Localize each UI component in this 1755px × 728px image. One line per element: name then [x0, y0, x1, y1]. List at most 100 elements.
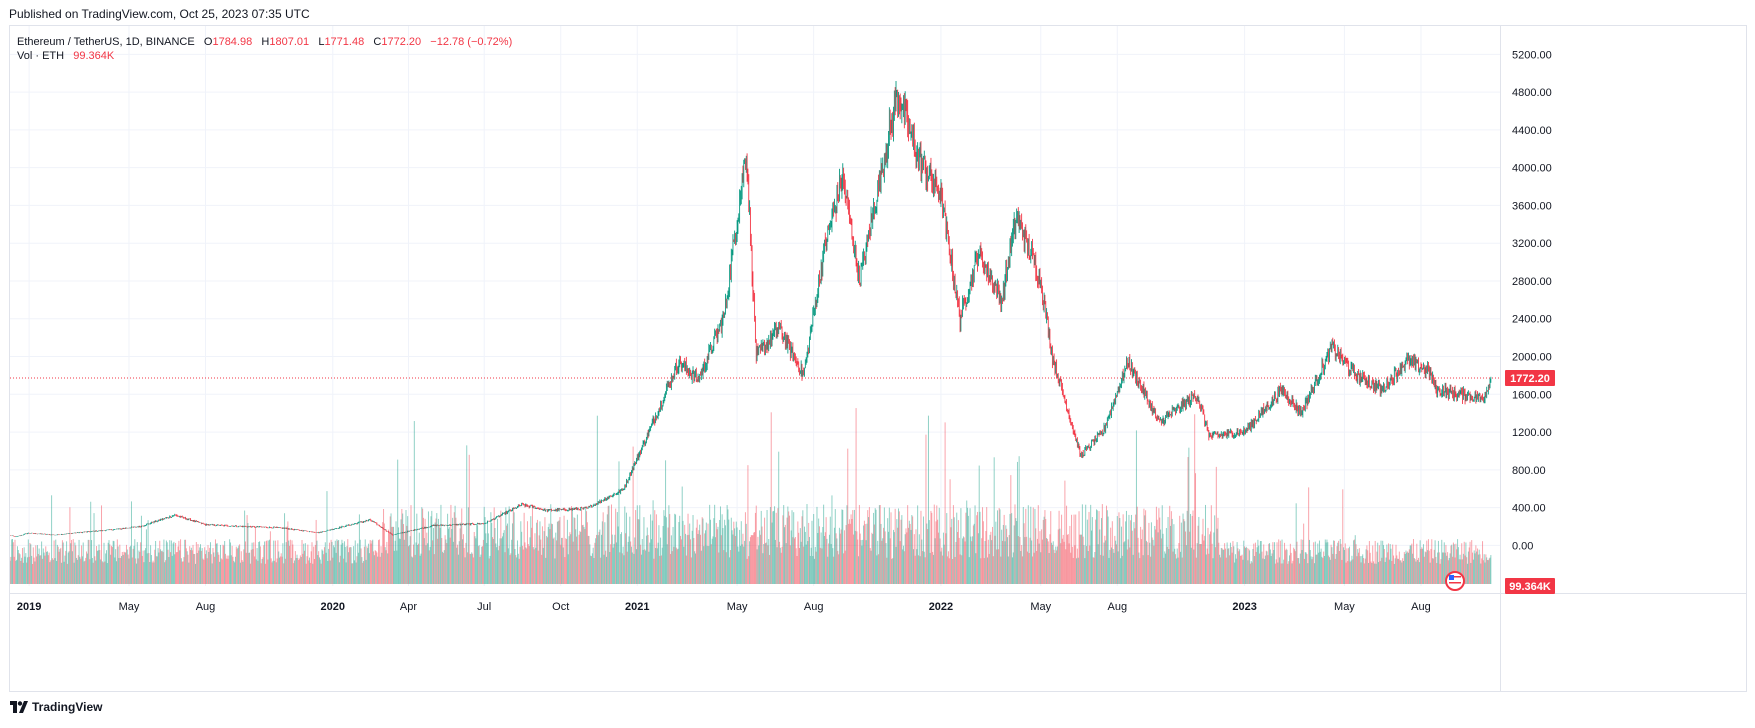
volume-bar	[808, 522, 810, 584]
volume-bar	[1310, 556, 1312, 584]
volume-bar	[1266, 551, 1268, 584]
volume-bar	[301, 539, 303, 584]
volume-bar	[1190, 513, 1192, 584]
volume-bar	[1134, 528, 1136, 584]
volume-bar	[902, 549, 904, 584]
volume-bar	[692, 515, 694, 584]
volume-bar	[1394, 558, 1396, 584]
volume-bar	[1036, 538, 1038, 584]
volume-bar	[723, 550, 725, 584]
volume-bar	[1180, 522, 1182, 584]
tradingview-logo[interactable]: TradingView	[10, 700, 102, 714]
volume-bar	[1418, 562, 1420, 584]
volume-bar	[690, 539, 692, 584]
volume-bar	[462, 534, 464, 584]
volume-bar	[652, 500, 654, 584]
volume-bar	[93, 513, 95, 584]
volume-bar	[1335, 554, 1337, 584]
volume-bar	[616, 512, 618, 584]
volume-bar	[1465, 542, 1467, 584]
volume-bar	[630, 541, 632, 584]
volume-bar	[192, 544, 194, 584]
volume-bar	[884, 531, 886, 584]
volume-bar	[682, 520, 684, 584]
volume-bar	[438, 525, 440, 584]
volume-bar	[1153, 545, 1155, 584]
volume-bar	[606, 514, 608, 584]
volume-bar	[250, 549, 252, 584]
volume-bar	[1263, 544, 1265, 584]
change-value: −12.78 (−0.72%)	[430, 36, 513, 48]
volume-bar	[1219, 554, 1221, 584]
volume-bar	[112, 540, 114, 584]
volume-bar	[1298, 558, 1300, 584]
volume-bar	[1456, 549, 1458, 584]
volume-bar	[896, 519, 898, 584]
volume-bar	[1223, 549, 1225, 584]
volume-bar	[335, 552, 337, 584]
volume-bar	[708, 546, 710, 584]
volume-bar	[1206, 548, 1208, 584]
volume-bar	[948, 558, 950, 584]
volume-bar	[317, 555, 319, 584]
volume-label[interactable]: Vol · ETH	[17, 50, 65, 62]
time-axis[interactable]: 2019 May Aug 2020 Apr Jul Oct 2021 May Aug 2022 May…	[17, 601, 1431, 613]
volume-bar	[1271, 553, 1273, 584]
volume-bar	[945, 533, 947, 584]
volume-bar	[1323, 556, 1325, 584]
volume-bar	[598, 531, 600, 584]
volume-bar	[449, 537, 451, 584]
volume-bar	[256, 548, 258, 584]
volume-bar	[1244, 546, 1246, 584]
volume-bar	[1128, 514, 1130, 584]
price-chart[interactable]: 0.00400.00800.001200.001600.002000.00240…	[10, 26, 1747, 692]
volume-bar	[131, 557, 133, 584]
volume-bar	[932, 551, 934, 584]
volume-bar	[1457, 547, 1459, 584]
volume-bar	[734, 535, 736, 584]
volume-bar	[293, 563, 295, 584]
volume-bar	[1105, 540, 1107, 584]
volume-bar	[527, 544, 529, 584]
volume-bar	[101, 505, 103, 584]
volume-bar	[360, 548, 362, 584]
volume-bar	[976, 515, 978, 584]
volume-bar	[466, 445, 468, 584]
volume-bar	[406, 525, 408, 584]
volume-bar	[776, 547, 778, 584]
volume-bar	[769, 554, 771, 584]
volume-bar	[422, 508, 424, 584]
volume-bar	[674, 513, 676, 584]
volume-bar	[790, 530, 792, 584]
volume-bar	[614, 534, 616, 584]
volume-bar	[891, 558, 893, 584]
symbol-label[interactable]: Ethereum / TetherUS, 1D, BINANCE	[17, 36, 195, 48]
volume-bar	[399, 538, 401, 584]
volume-bar	[679, 515, 681, 584]
volume-bar	[1105, 505, 1107, 584]
volume-bar	[838, 527, 840, 584]
volume-bar	[286, 526, 288, 584]
volume-bar	[120, 557, 122, 584]
volume-bar	[1460, 559, 1462, 584]
y-tick-label: 0.00	[1512, 540, 1533, 552]
volume-bar	[888, 507, 890, 584]
volume-bar	[1045, 519, 1047, 584]
volume-bar	[1327, 542, 1329, 584]
price-axis[interactable]: 0.00400.00800.001200.001600.002000.00240…	[1505, 49, 1555, 594]
volume-bar	[885, 543, 887, 584]
volume-bar	[1096, 510, 1098, 584]
volume-bar	[394, 540, 396, 584]
volume-bar	[99, 550, 101, 584]
volume-bar	[1000, 556, 1002, 584]
volume-bar	[1490, 555, 1492, 584]
volume-bar	[299, 558, 301, 584]
volume-bar	[1215, 466, 1217, 584]
volume-bar	[699, 524, 701, 584]
volume-bar	[49, 562, 51, 584]
y-tick-label: 3600.00	[1512, 200, 1552, 212]
volume-bar	[1190, 547, 1192, 584]
volume-bar	[1323, 551, 1325, 584]
volume-bar	[488, 558, 490, 584]
volume-bar	[1386, 544, 1388, 584]
